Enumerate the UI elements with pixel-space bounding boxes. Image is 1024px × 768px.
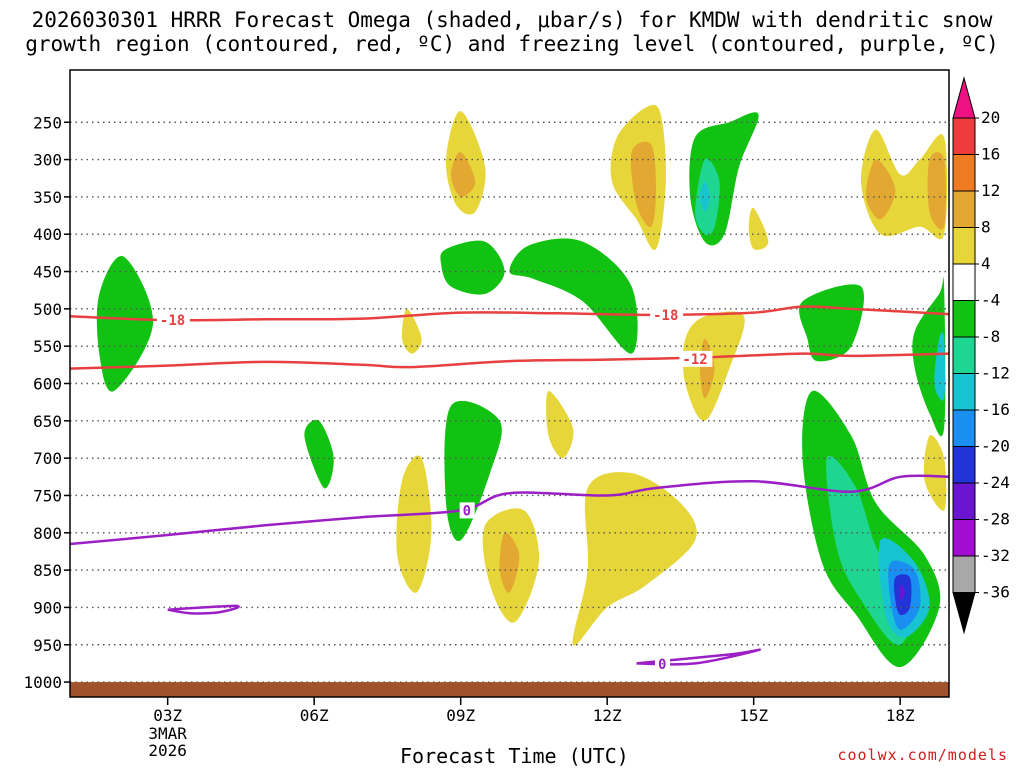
contour-minus18-label-bg-0: [156, 312, 190, 329]
contour-zero-label-0: 0: [463, 503, 471, 519]
y-tick-label-650: 650: [33, 412, 62, 431]
colorbar-label-5: -4: [981, 291, 1000, 310]
colorbar: 20 16 12 8 4 -4 -8 -12 -16 -20 -24 -28 -32 -36: [952, 76, 1010, 635]
colorbar-segment-2: [952, 154, 976, 192]
contour-minus12: [70, 352, 949, 370]
y-tick-label-900: 900: [33, 598, 62, 617]
omega-17z-orange-upper: [865, 159, 896, 220]
contour-zero: [70, 474, 949, 546]
colorbar-label-2: 12: [981, 181, 1000, 200]
colorbar-label-13: -36: [981, 583, 1010, 602]
colorbar-segment-11: [952, 482, 976, 520]
contour-zero-loop-surface-label-bg-0: [655, 656, 670, 673]
colorbar-segment-8: [952, 373, 976, 411]
plot-area: -18 -18 -12 0 0 250 300 350 400 450 500 550 600 650 70…: [23, 69, 950, 760]
y-tick-label-450: 450: [33, 263, 62, 282]
y-tick-label-750: 750: [33, 486, 62, 505]
colorbar-segment-12: [952, 519, 976, 557]
x-tick-label-03Z: 03Z: [153, 706, 182, 725]
colorbar-segment-3: [952, 190, 976, 228]
omega-9z-green-mid: [440, 240, 505, 295]
colorbar-label-12: -32: [981, 546, 1010, 565]
y-tick-label-600: 600: [33, 375, 62, 394]
contour-minus18: [70, 305, 949, 322]
colorbar-label-4: 4: [981, 254, 991, 273]
omega-16z-green-mid: [799, 284, 865, 362]
y-tick-label-850: 850: [33, 561, 62, 580]
colorbar-label-9: -20: [981, 437, 1010, 456]
omega-18z-purple-low: [899, 584, 906, 601]
x-tick-sublabel-year: 2026: [148, 741, 187, 760]
x-tick-label-12Z: 12Z: [593, 706, 622, 725]
omega-12z-orange-upper: [630, 141, 656, 228]
y-tick-label-500: 500: [33, 300, 62, 319]
x-tick-label-15Z: 15Z: [739, 706, 768, 725]
omega-8z-yellow-small: [401, 308, 422, 354]
y-tick-label-250: 250: [33, 113, 62, 132]
omega-18z-blue-mid: [934, 332, 946, 401]
x-tick-sublabel-date: 3MAR: [148, 724, 187, 743]
omega-14z-cyan-upper: [700, 182, 710, 212]
ground-fill: [70, 682, 949, 697]
y-tick-label-700: 700: [33, 449, 62, 468]
credit-link[interactable]: coolwx.com/models: [837, 746, 1008, 764]
contour-zero-loop-surface-label-0: 0: [658, 657, 666, 673]
colorbar-bottom-arrow: [952, 592, 976, 635]
omega-11z-yellow-small: [546, 390, 574, 459]
omega-18z-green-mid: [912, 276, 946, 437]
omega-10z-green-mid: [509, 238, 638, 354]
colorbar-label-0: 20: [981, 108, 1000, 127]
x-axis-label: Forecast Time (UTC): [400, 744, 629, 768]
colorbar-label-10: -24: [981, 473, 1010, 492]
omega-18z-orange-right: [927, 152, 946, 230]
omega-8z-yellow-low: [396, 455, 432, 593]
colorbar-label-1: 16: [981, 145, 1000, 164]
colorbar-segment-9: [952, 409, 976, 447]
colorbar-label-6: -8: [981, 327, 1000, 346]
y-tick-label-1000: 1000: [23, 673, 62, 692]
omega-9z-orange-upper: [450, 152, 476, 198]
colorbar-label-3: 8: [981, 218, 991, 237]
omega-9z-green-low: [444, 400, 502, 542]
x-tick-label-06Z: 06Z: [300, 706, 329, 725]
contour-zero-loop-low: [167, 604, 240, 615]
contour-minus18-label-bg-1: [650, 306, 684, 323]
contour-minus12-label-0: -12: [682, 352, 707, 368]
omega-2z-green: [96, 255, 154, 392]
colorbar-label-11: -28: [981, 510, 1010, 529]
y-tick-label-350: 350: [33, 188, 62, 207]
omega-15z-yellow-small: [748, 207, 769, 250]
contour-minus18-label-1: -18: [653, 308, 678, 324]
colorbar-top-arrow: [952, 76, 976, 119]
colorbar-segment-4: [952, 227, 976, 265]
y-tick-label-300: 300: [33, 151, 62, 170]
x-tick-label-18Z: 18Z: [886, 706, 915, 725]
omega-12z-yellow-low: [572, 472, 697, 646]
colorbar-segment-7: [952, 336, 976, 374]
contour-minus12-label-bg-0: [679, 350, 713, 367]
omega-18z-yellow-right: [923, 435, 947, 511]
omega-6z-green-small: [304, 419, 334, 489]
colorbar-label-8: -16: [981, 400, 1010, 419]
colorbar-label-7: -12: [981, 364, 1010, 383]
colorbar-segment-10: [952, 446, 976, 484]
y-tick-label-550: 550: [33, 337, 62, 356]
y-tick-label-400: 400: [33, 225, 62, 244]
plot-clip-group: -18 -18 -12 0 0: [70, 104, 949, 697]
y-tick-label-950: 950: [33, 636, 62, 655]
colorbar-segment-6: [952, 300, 976, 338]
y-tick-label-800: 800: [33, 524, 62, 543]
colorbar-segment-13: [952, 555, 976, 593]
chart-title-line1: 2026030301 HRRR Forecast Omega (shaded, …: [31, 8, 993, 32]
colorbar-segment-1: [952, 117, 976, 155]
chart-title-line2: growth region (contoured, red, ºC) and f…: [25, 32, 999, 56]
x-tick-label-09Z: 09Z: [446, 706, 475, 725]
colorbar-segment-5: [952, 263, 976, 301]
chart-title: 2026030301 HRRR Forecast Omega (shaded, …: [0, 8, 1024, 56]
contour-minus18-label-0: -18: [160, 313, 185, 329]
contour-zero-loop-surface: [636, 648, 761, 666]
omega-10z-orange-low: [499, 532, 520, 593]
contour-zero-label-bg-0: [459, 502, 475, 519]
